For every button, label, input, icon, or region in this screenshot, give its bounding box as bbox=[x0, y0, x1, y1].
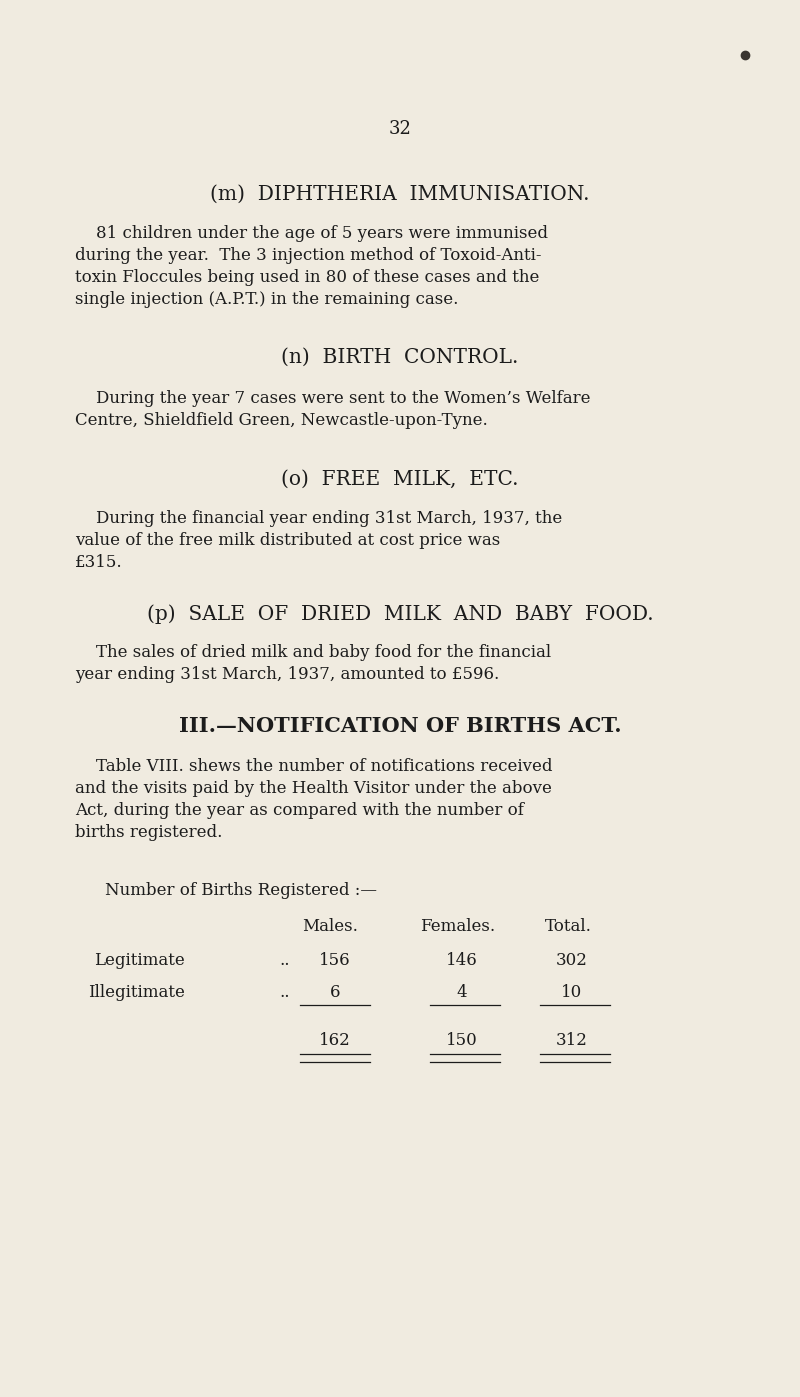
Text: Number of Births Registered :—: Number of Births Registered :— bbox=[105, 882, 377, 900]
Text: 81 children under the age of 5 years were immunised: 81 children under the age of 5 years wer… bbox=[75, 225, 548, 242]
Text: 32: 32 bbox=[389, 120, 411, 138]
Text: Illegitimate: Illegitimate bbox=[88, 983, 185, 1002]
Text: 150: 150 bbox=[446, 1032, 478, 1049]
Text: During the financial year ending 31st March, 1937, the: During the financial year ending 31st Ma… bbox=[75, 510, 562, 527]
Text: (o)  FREE  MILK,  ETC.: (o) FREE MILK, ETC. bbox=[282, 469, 518, 489]
Text: 4: 4 bbox=[457, 983, 467, 1002]
Text: III.—NOTIFICATION OF BIRTHS ACT.: III.—NOTIFICATION OF BIRTHS ACT. bbox=[178, 717, 622, 736]
Text: Table VIII. shews the number of notifications received: Table VIII. shews the number of notifica… bbox=[75, 759, 553, 775]
Text: Act, during the year as compared with the number of: Act, during the year as compared with th… bbox=[75, 802, 524, 819]
Text: Females.: Females. bbox=[421, 918, 495, 935]
Text: births registered.: births registered. bbox=[75, 824, 222, 841]
Text: 10: 10 bbox=[562, 983, 582, 1002]
Text: During the year 7 cases were sent to the Women’s Welfare: During the year 7 cases were sent to the… bbox=[75, 390, 590, 407]
Text: 302: 302 bbox=[556, 951, 588, 970]
Text: Total.: Total. bbox=[545, 918, 591, 935]
Text: single injection (A.P.T.) in the remaining case.: single injection (A.P.T.) in the remaini… bbox=[75, 291, 458, 307]
Text: Males.: Males. bbox=[302, 918, 358, 935]
Text: 6: 6 bbox=[330, 983, 340, 1002]
Text: (p)  SALE  OF  DRIED  MILK  AND  BABY  FOOD.: (p) SALE OF DRIED MILK AND BABY FOOD. bbox=[146, 604, 654, 623]
Text: 312: 312 bbox=[556, 1032, 588, 1049]
Text: ..: .. bbox=[280, 983, 290, 1002]
Text: (n)  BIRTH  CONTROL.: (n) BIRTH CONTROL. bbox=[282, 348, 518, 367]
Text: during the year.  The 3 injection method of Toxoid-Anti-: during the year. The 3 injection method … bbox=[75, 247, 542, 264]
Text: year ending 31st March, 1937, amounted to £596.: year ending 31st March, 1937, amounted t… bbox=[75, 666, 499, 683]
Text: The sales of dried milk and baby food for the financial: The sales of dried milk and baby food fo… bbox=[75, 644, 551, 661]
Text: £315.: £315. bbox=[75, 555, 122, 571]
Text: ..: .. bbox=[280, 951, 290, 970]
Text: (m)  DIPHTHERIA  IMMUNISATION.: (m) DIPHTHERIA IMMUNISATION. bbox=[210, 184, 590, 204]
Text: Legitimate: Legitimate bbox=[94, 951, 185, 970]
Text: Centre, Shieldfield Green, Newcastle-upon-Tyne.: Centre, Shieldfield Green, Newcastle-upo… bbox=[75, 412, 488, 429]
Text: toxin Floccules being used in 80 of these cases and the: toxin Floccules being used in 80 of thes… bbox=[75, 270, 539, 286]
Text: 162: 162 bbox=[319, 1032, 351, 1049]
Text: and the visits paid by the Health Visitor under the above: and the visits paid by the Health Visito… bbox=[75, 780, 552, 798]
Text: 146: 146 bbox=[446, 951, 478, 970]
Text: value of the free milk distributed at cost price was: value of the free milk distributed at co… bbox=[75, 532, 500, 549]
Text: 156: 156 bbox=[319, 951, 351, 970]
